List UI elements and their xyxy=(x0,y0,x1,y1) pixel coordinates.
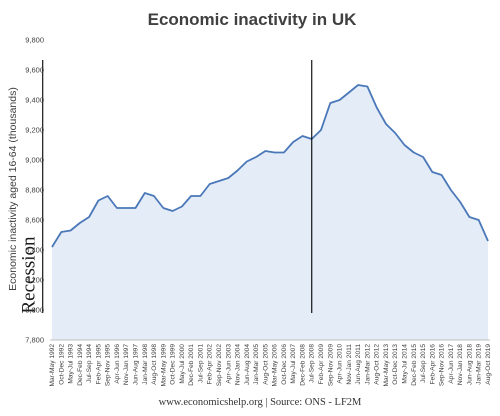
x-tick-label: Jul-Sep 2015 xyxy=(420,344,427,383)
x-tick-label: Jul-Sep 2001 xyxy=(197,344,204,383)
x-tick-label: Jan-Mar 1998 xyxy=(142,344,149,385)
x-tick-label: Sep-Nov 2009 xyxy=(327,344,334,386)
x-tick-label: Aug-Oct 2005 xyxy=(262,344,269,385)
x-tick-label: Jun-Aug 2004 xyxy=(244,344,251,385)
x-tick-label: Nov-Jan 2011 xyxy=(346,344,353,385)
y-tick-label: 9,600 xyxy=(25,66,44,75)
x-tick-label: Apr-Jun 2017 xyxy=(448,344,455,384)
x-tick-label: Jan-Mar 2005 xyxy=(253,344,260,385)
y-tick-label: 8,800 xyxy=(25,186,44,195)
x-tick-label: Oct-Dec 1992 xyxy=(58,344,65,385)
series-line xyxy=(51,84,489,248)
x-tick-label: Dec-Feb 1994 xyxy=(77,344,84,386)
x-tick-label: Jul-Sep 1994 xyxy=(86,344,93,383)
x-tick-label: May-Jul 2014 xyxy=(402,344,409,384)
x-tick-label: Apr-Jun 2010 xyxy=(337,344,344,384)
series-area xyxy=(52,85,488,340)
x-tick-label: Apr-Jun 1996 xyxy=(114,344,121,384)
x-tick-label: May-Jul 2007 xyxy=(290,344,297,384)
y-tick-label: 8,600 xyxy=(25,216,44,225)
x-tick-label: Sep-Nov 2016 xyxy=(439,344,446,386)
y-tick-label: 9,400 xyxy=(25,96,44,105)
x-tick-label: Feb-Apr 2002 xyxy=(207,344,214,385)
x-tick-label: Feb-Apr 2009 xyxy=(318,344,325,385)
y-tick-label: 8,000 xyxy=(25,306,44,315)
recession-label: Recession xyxy=(19,236,40,314)
y-axis: 7,800 8,000 8,200 8,400 8,600 8,800 9,000 9,200… xyxy=(25,36,44,345)
plot-area: Recession xyxy=(19,60,490,341)
y-tick-label: 8,400 xyxy=(25,246,44,255)
x-tick-label: Nov-Jan 2018 xyxy=(457,344,464,385)
x-tick-label: Jun-Aug 2018 xyxy=(466,344,473,385)
x-tick-label: Jun-Aug 2011 xyxy=(355,344,362,385)
x-tick-label: Sep-Nov 2002 xyxy=(216,344,223,386)
x-tick-label: Aug-Oct 2012 xyxy=(374,344,381,385)
x-axis: Mar-May 1992 Oct-Dec 1992 May-Jul 1993 Dec-… xyxy=(49,344,492,387)
x-tick-label: Mar-May 2013 xyxy=(383,344,390,387)
x-tick-label: Nov-Jan 2004 xyxy=(235,344,242,385)
x-tick-label: Aug-Oct 2019 xyxy=(485,344,492,385)
y-tick-label: 9,000 xyxy=(25,156,44,165)
x-tick-label: Jan-Mar 2019 xyxy=(476,344,483,385)
x-tick-label: Apr-Jun 2003 xyxy=(225,344,232,384)
y-axis-label: Economic inactivity aged 16-64 (thousand… xyxy=(7,87,19,291)
y-tick-label: 7,800 xyxy=(25,336,44,345)
y-tick-label: 9,800 xyxy=(25,36,44,45)
y-tick-label: 9,200 xyxy=(25,126,44,135)
x-tick-label: Mar-May 2006 xyxy=(272,344,279,387)
x-tick-label: Mar-May 1992 xyxy=(49,344,56,387)
x-tick-label: Mar-May 1999 xyxy=(160,344,167,387)
x-tick-label: Jun-Aug 1997 xyxy=(132,344,139,385)
x-tick-label: Feb-Apr 2016 xyxy=(429,344,436,385)
chart-title: Economic inactivity in UK xyxy=(148,10,357,29)
x-tick-label: Oct-Dec 2006 xyxy=(281,344,288,385)
x-tick-label: Aug-Oct 1998 xyxy=(151,344,158,385)
source-note: www.economicshelp.org | Source: ONS - LF… xyxy=(159,397,362,408)
x-tick-label: Sep-Nov 1995 xyxy=(105,344,112,386)
x-tick-label: Oct-Dec 1999 xyxy=(170,344,177,385)
x-tick-label: Dec-Feb 2008 xyxy=(299,344,306,386)
x-tick-label: Oct-Dec 2013 xyxy=(392,344,399,385)
x-tick-label: Dec-Feb 2015 xyxy=(411,344,418,386)
x-tick-label: May-Jul 1993 xyxy=(68,344,75,384)
y-tick-label: 8,200 xyxy=(25,276,44,285)
x-tick-label: Jan-Mar 2012 xyxy=(364,344,371,385)
x-tick-label: Nov-Jan 1997 xyxy=(123,344,130,385)
x-tick-label: Dec-Feb 2001 xyxy=(188,344,195,386)
x-tick-label: May-Jul 2000 xyxy=(179,344,186,384)
x-tick-label: Feb-Apr 1995 xyxy=(95,344,102,385)
x-tick-label: Jul-Sep 2008 xyxy=(309,344,316,383)
